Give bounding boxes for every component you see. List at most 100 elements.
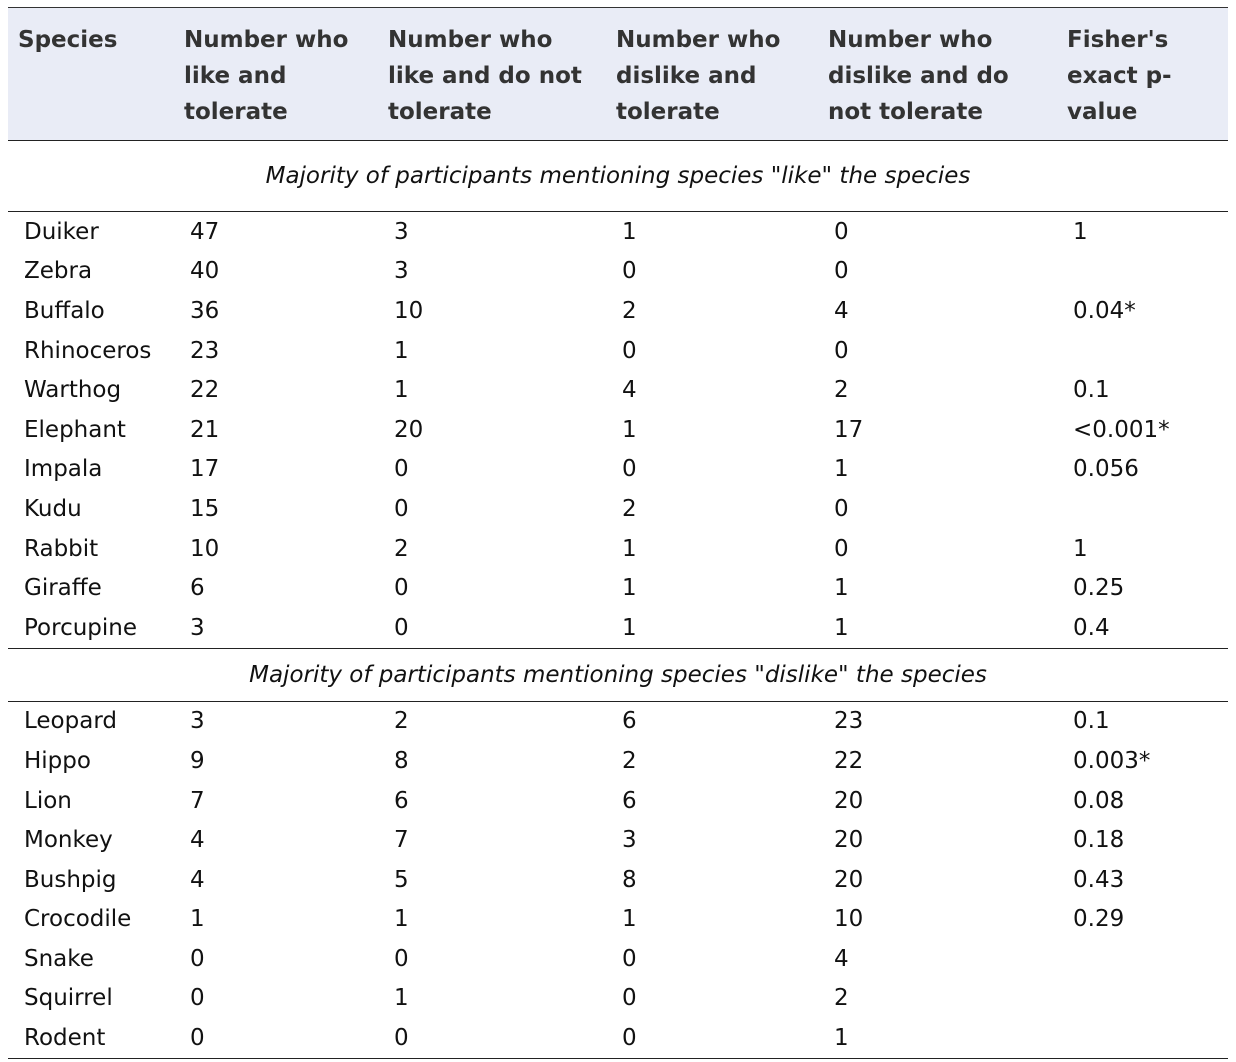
cell-like-not-tolerate: 3 <box>394 218 409 245</box>
table-row: Squirrel 0 1 0 2 <box>8 979 1228 1019</box>
cell-p-value: 0.04* <box>1073 297 1136 324</box>
cell-p-value <box>1057 252 1228 292</box>
cell-like-not-tolerate: 2 <box>394 708 409 735</box>
cell-p-value: 0.25 <box>1073 575 1125 602</box>
cell-like-not-tolerate: 2 <box>394 535 409 562</box>
header-row: Species Number who like and tolerate Num… <box>8 7 1228 141</box>
cell-dislike-tolerate: 1 <box>622 218 637 245</box>
cell-species: Impala <box>24 456 103 483</box>
cell-dislike-tolerate: 1 <box>622 906 637 933</box>
cell-like-not-tolerate: 0 <box>378 1018 606 1059</box>
cell-dislike-tolerate: 6 <box>622 787 637 814</box>
cell-dislike-not-tolerate: 2 <box>834 985 849 1012</box>
table-row: Bushpig 4 5 8 20 0.43 <box>8 860 1228 900</box>
cell-species: Snake <box>24 945 94 972</box>
cell-dislike-tolerate: 1 <box>622 575 637 602</box>
cell-dislike-not-tolerate: 1 <box>818 1018 1057 1059</box>
table-row: Impala 17 0 0 1 0.056 <box>8 450 1228 490</box>
cell-like-tolerate: 4 <box>190 866 205 893</box>
table-row: Duiker 47 3 1 0 1 <box>8 212 1228 252</box>
cell-species: Rabbit <box>24 535 99 562</box>
cell-dislike-not-tolerate: 0 <box>834 258 849 285</box>
table-body: Majority of participants mentioning spec… <box>8 140 1228 1059</box>
cell-like-tolerate: 7 <box>190 787 205 814</box>
cell-p-value: 0.08 <box>1073 787 1125 814</box>
cell-species: Lion <box>24 787 72 814</box>
cell-like-tolerate: 15 <box>190 495 220 522</box>
section-row: Majority of participants mentioning spec… <box>8 140 1228 212</box>
header-like-not-tolerate: Number who like and do not tolerate <box>378 7 606 141</box>
cell-like-not-tolerate: 0 <box>394 575 409 602</box>
cell-like-not-tolerate: 1 <box>394 906 409 933</box>
cell-species: Duiker <box>24 218 99 245</box>
cell-species: Bushpig <box>24 866 117 893</box>
table-row: Hippo 9 8 2 22 0.003* <box>8 741 1228 781</box>
cell-species: Giraffe <box>24 575 102 602</box>
table-row: Crocodile 1 1 1 10 0.29 <box>8 900 1228 940</box>
cell-like-tolerate: 0 <box>174 1018 378 1059</box>
section-title: Majority of participants mentioning spec… <box>8 647 1228 702</box>
cell-dislike-tolerate: 1 <box>622 535 637 562</box>
species-table-container: Species Number who like and tolerate Num… <box>8 7 1228 1059</box>
cell-dislike-not-tolerate: 20 <box>834 866 864 893</box>
cell-dislike-tolerate: 1 <box>622 614 637 641</box>
cell-like-not-tolerate: 8 <box>394 747 409 774</box>
cell-dislike-not-tolerate: 4 <box>834 945 849 972</box>
cell-like-not-tolerate: 0 <box>394 614 409 641</box>
cell-dislike-tolerate: 2 <box>622 747 637 774</box>
cell-species: Zebra <box>24 258 93 285</box>
section-title: Majority of participants mentioning spec… <box>8 140 1228 212</box>
cell-species: Buffalo <box>24 297 105 324</box>
header-dislike-not-tolerate: Number who dislike and do not tolerate <box>818 7 1057 141</box>
cell-dislike-not-tolerate: 4 <box>834 297 849 324</box>
cell-like-tolerate: 6 <box>190 575 205 602</box>
table-header: Species Number who like and tolerate Num… <box>8 7 1228 141</box>
cell-like-not-tolerate: 7 <box>394 827 409 854</box>
table-row: Buffalo 36 10 2 4 0.04* <box>8 291 1228 331</box>
cell-dislike-tolerate: 1 <box>622 416 637 443</box>
table-row: Warthog 22 1 4 2 0.1 <box>8 370 1228 410</box>
section-row: Majority of participants mentioning spec… <box>8 647 1228 702</box>
cell-p-value: 0.056 <box>1073 456 1139 483</box>
cell-like-tolerate: 9 <box>190 747 205 774</box>
cell-dislike-not-tolerate: 10 <box>834 906 864 933</box>
table-row: Rabbit 10 2 1 0 1 <box>8 529 1228 569</box>
cell-dislike-not-tolerate: 0 <box>834 337 849 364</box>
header-fisher-p-value: Fisher's exact p-value <box>1057 7 1228 141</box>
cell-dislike-not-tolerate: 0 <box>834 218 849 245</box>
cell-p-value <box>1057 939 1228 979</box>
cell-p-value: 0.003* <box>1073 747 1151 774</box>
cell-dislike-tolerate: 2 <box>622 297 637 324</box>
cell-p-value: 1 <box>1073 535 1088 562</box>
cell-dislike-tolerate: 3 <box>622 827 637 854</box>
cell-dislike-not-tolerate: 0 <box>834 535 849 562</box>
table-row: Snake 0 0 0 4 <box>8 939 1228 979</box>
cell-like-not-tolerate: 1 <box>394 985 409 1012</box>
cell-like-tolerate: 36 <box>190 297 220 324</box>
cell-p-value <box>1057 331 1228 371</box>
cell-p-value: 1 <box>1073 218 1088 245</box>
header-dislike-tolerate: Number who dislike and tolerate <box>606 7 818 141</box>
table-row: Leopard 3 2 6 23 0.1 <box>8 701 1228 741</box>
cell-like-not-tolerate: 3 <box>394 258 409 285</box>
cell-dislike-not-tolerate: 17 <box>834 416 864 443</box>
cell-species: Monkey <box>24 827 113 854</box>
cell-dislike-not-tolerate: 1 <box>834 456 849 483</box>
cell-like-tolerate: 23 <box>190 337 220 364</box>
cell-like-tolerate: 3 <box>190 708 205 735</box>
cell-p-value: 0.18 <box>1073 827 1125 854</box>
cell-dislike-not-tolerate: 22 <box>834 747 864 774</box>
cell-like-tolerate: 22 <box>190 377 220 404</box>
cell-like-tolerate: 40 <box>190 258 220 285</box>
cell-like-tolerate: 0 <box>190 945 205 972</box>
cell-species: Elephant <box>24 416 126 443</box>
table-row: Giraffe 6 0 1 1 0.25 <box>8 568 1228 608</box>
cell-dislike-tolerate: 0 <box>622 337 637 364</box>
species-tolerance-table: Species Number who like and tolerate Num… <box>8 7 1228 1059</box>
cell-species: Crocodile <box>24 906 132 933</box>
table-row: Rhinoceros 23 1 0 0 <box>8 331 1228 371</box>
cell-like-not-tolerate: 0 <box>394 495 409 522</box>
cell-species: Rodent <box>8 1018 174 1059</box>
cell-like-tolerate: 4 <box>190 827 205 854</box>
cell-species: Rhinoceros <box>24 337 152 364</box>
